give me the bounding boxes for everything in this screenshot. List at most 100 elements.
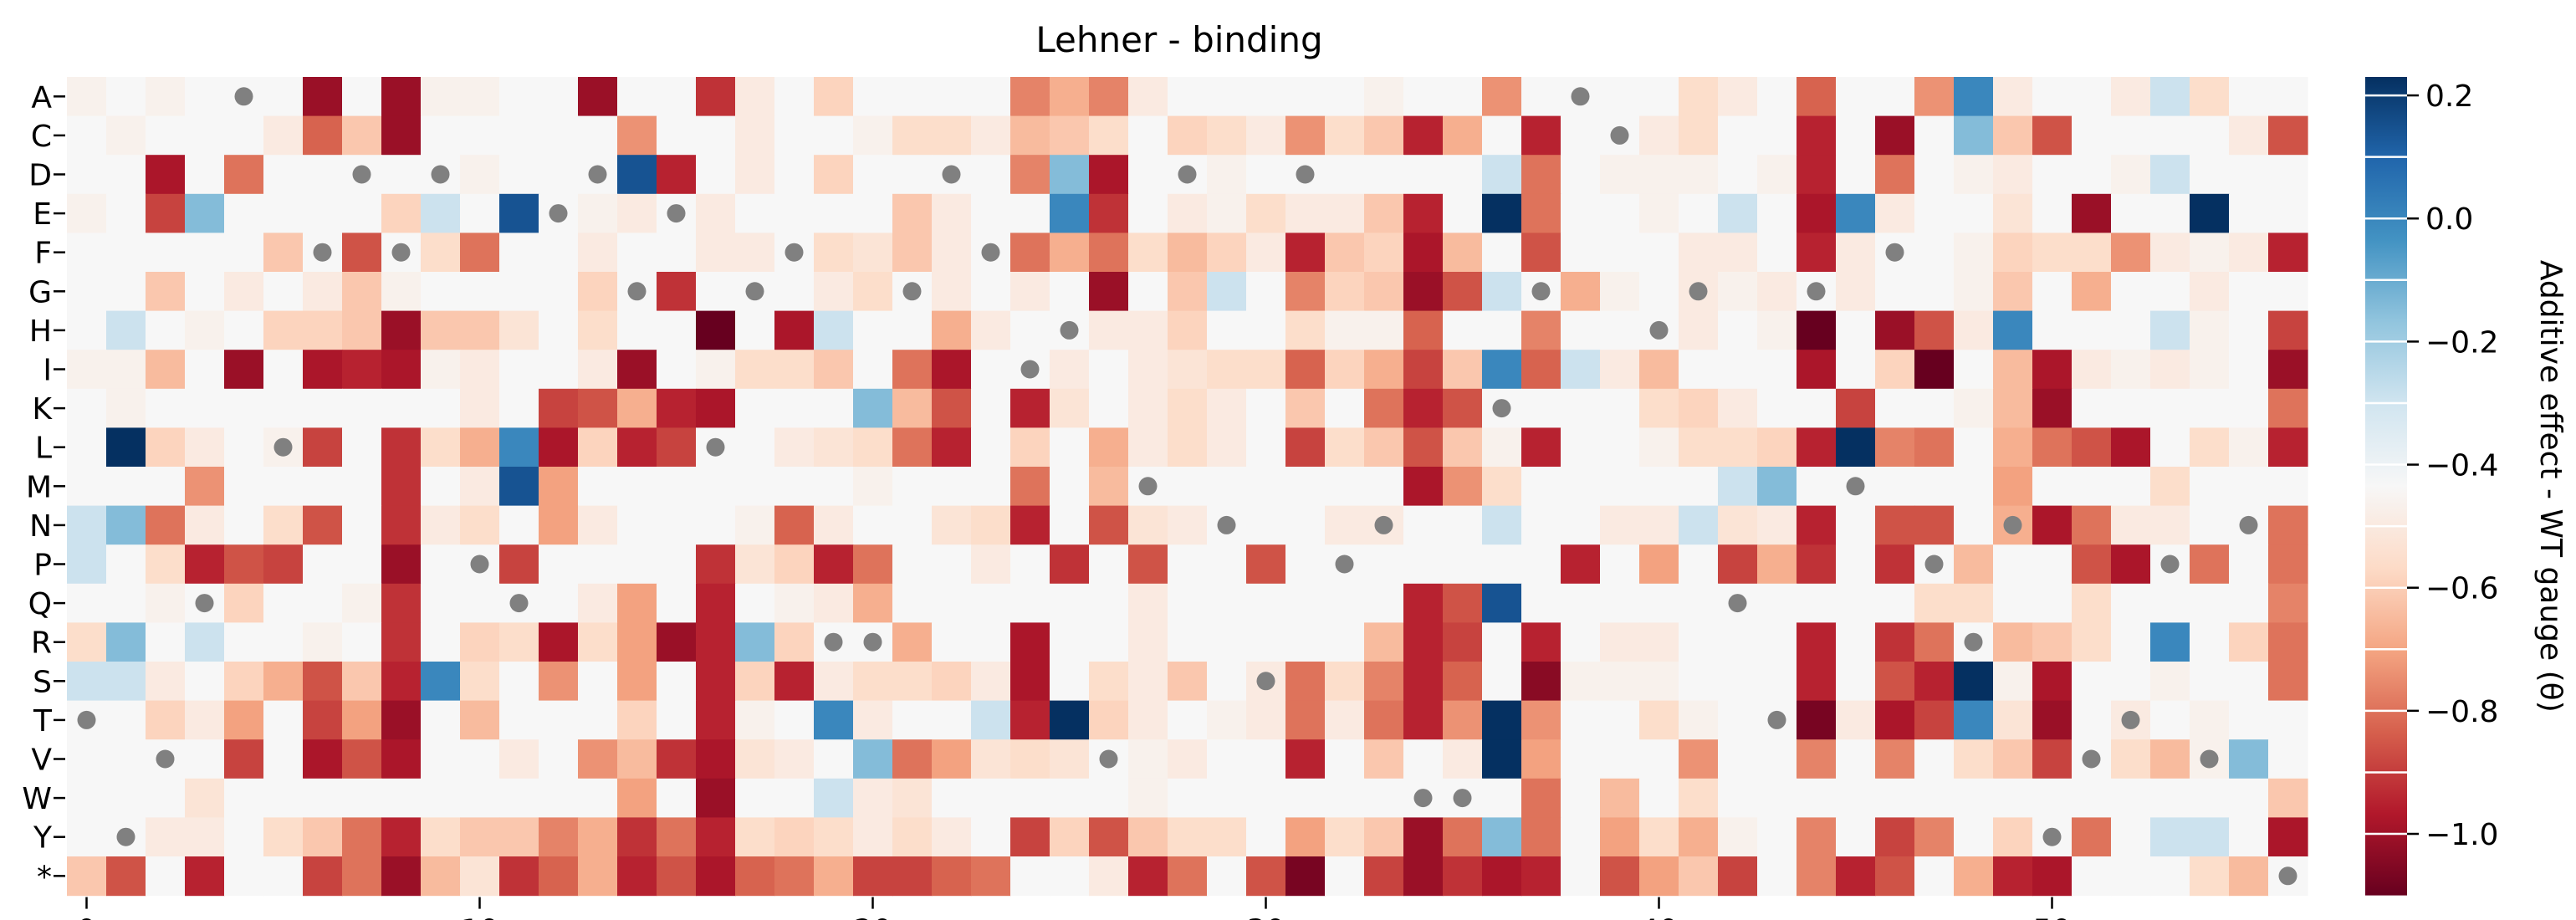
heatmap-cell (2150, 350, 2190, 390)
heatmap-cell (1443, 155, 1483, 195)
heatmap-cell (1325, 856, 1365, 897)
heatmap-cell (1521, 662, 1561, 702)
heatmap-cell (2032, 583, 2073, 623)
heatmap-cell (2032, 622, 2073, 662)
heatmap-cell (2268, 272, 2308, 312)
heatmap-cell (2111, 662, 2151, 702)
heatmap-cell (696, 310, 736, 350)
heatmap-cell (696, 193, 736, 233)
heatmap-cell (1443, 350, 1483, 390)
heatmap-cell (499, 350, 539, 390)
heatmap-cell (2229, 193, 2269, 233)
heatmap-cell (1364, 233, 1404, 273)
heatmap-cell (1089, 115, 1129, 156)
heatmap-cell (696, 544, 736, 585)
heatmap-cell (1836, 739, 1876, 779)
heatmap-cell (224, 700, 264, 740)
heatmap-cell (1757, 193, 1797, 233)
heatmap-cell (1325, 350, 1365, 390)
heatmap-cell (1089, 427, 1129, 468)
heatmap-cell (774, 583, 815, 623)
heatmap-cell (1010, 662, 1050, 702)
heatmap-cell (1128, 155, 1168, 195)
heatmap-cell (932, 583, 972, 623)
heatmap-cell (1875, 622, 1915, 662)
heatmap-cell (1050, 193, 1090, 233)
y-tick-label: D (28, 159, 52, 193)
heatmap-cell (1561, 662, 1601, 702)
heatmap-cell (1639, 583, 1679, 623)
heatmap-cell (146, 115, 186, 156)
heatmap-cell (1914, 622, 1955, 662)
heatmap-cell (1325, 233, 1365, 273)
heatmap-cell (263, 193, 304, 233)
heatmap-cell (1521, 739, 1561, 779)
y-tick-label: K (32, 392, 53, 427)
heatmap-cell (1993, 155, 2033, 195)
heatmap-cell (1954, 272, 1994, 312)
heatmap-cell (2032, 388, 2073, 428)
heatmap-cell (853, 544, 893, 585)
heatmap-cell (2229, 115, 2269, 156)
heatmap-cell (185, 427, 225, 468)
heatmap-cell (1797, 778, 1837, 818)
heatmap-cell (1639, 662, 1679, 702)
heatmap-cell (499, 856, 539, 897)
heatmap-cell (1128, 77, 1168, 117)
heatmap-cell (1010, 467, 1050, 507)
heatmap-cell (1246, 155, 1286, 195)
wt-marker (1846, 477, 1865, 496)
heatmap-cell (774, 310, 815, 350)
heatmap-cell (2150, 817, 2190, 857)
heatmap-cell (932, 622, 972, 662)
heatmap-cell (1836, 350, 1876, 390)
heatmap-cell (617, 115, 657, 156)
heatmap-cell (1993, 272, 2033, 312)
heatmap-cell (67, 622, 107, 662)
heatmap-cell (106, 856, 146, 897)
wt-marker (667, 204, 686, 223)
heatmap-cell (1443, 583, 1483, 623)
heatmap-cell (106, 115, 146, 156)
heatmap-cell (381, 778, 422, 818)
heatmap-cell (224, 544, 264, 585)
heatmap-cell (1639, 622, 1679, 662)
heatmap-cell (1168, 583, 1208, 623)
heatmap-cell (1482, 115, 1522, 156)
heatmap-cell (1718, 155, 1758, 195)
heatmap-cell (1403, 310, 1444, 350)
heatmap-cell (499, 310, 539, 350)
wt-marker (2278, 866, 2297, 886)
heatmap-cell (932, 193, 972, 233)
heatmap-cell (1679, 583, 1719, 623)
heatmap-cell (617, 233, 657, 273)
heatmap-cell (185, 700, 225, 740)
heatmap-cell (67, 467, 107, 507)
heatmap-cell (1285, 115, 1326, 156)
heatmap-cell (1521, 700, 1561, 740)
heatmap-cell (1521, 856, 1561, 897)
heatmap-cell (657, 505, 697, 545)
heatmap-cell (853, 856, 893, 897)
heatmap-cell (1285, 388, 1326, 428)
heatmap-cell (2229, 272, 2269, 312)
heatmap-cell (774, 467, 815, 507)
heatmap-cell (106, 662, 146, 702)
heatmap-cell (146, 388, 186, 428)
heatmap-cell (1443, 739, 1483, 779)
heatmap-cell (67, 662, 107, 702)
heatmap-cell (499, 739, 539, 779)
heatmap-cell (539, 77, 579, 117)
heatmap-cell (1836, 700, 1876, 740)
wt-marker (627, 282, 647, 301)
heatmap-cell (932, 388, 972, 428)
heatmap-cell (1168, 662, 1208, 702)
heatmap-cell (696, 467, 736, 507)
heatmap-cell (1993, 817, 2033, 857)
heatmap-cell (1364, 856, 1404, 897)
heatmap-cell (1600, 272, 1640, 312)
heatmap-cell (1639, 427, 1679, 468)
heatmap-cell (342, 662, 382, 702)
heatmap-cell (460, 817, 500, 857)
heatmap-cell (1364, 467, 1404, 507)
